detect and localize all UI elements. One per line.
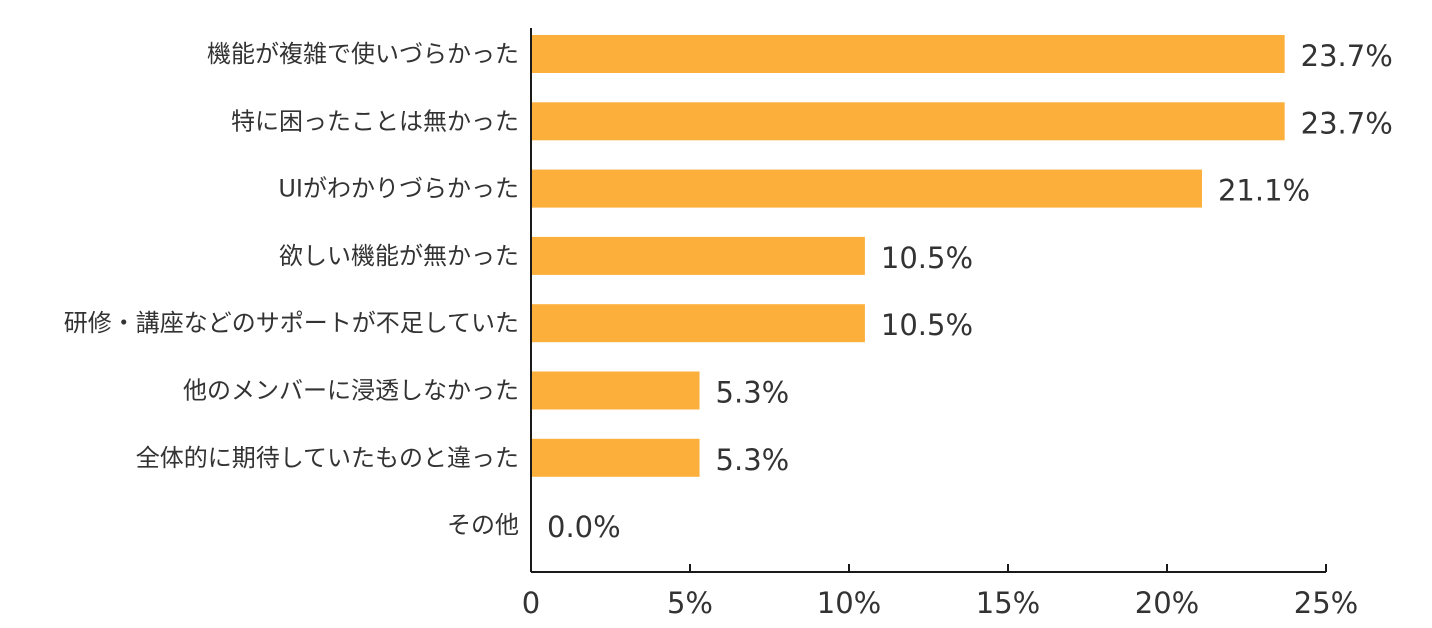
x-tick-label: 5% xyxy=(667,586,713,620)
bar xyxy=(531,102,1285,141)
category-label: UIがわかりづらかった xyxy=(278,175,519,203)
value-label: 5.3% xyxy=(716,443,790,477)
value-label: 10.5% xyxy=(881,308,973,342)
axes-group xyxy=(530,28,1326,573)
category-label: 欲しい機能が無かった xyxy=(279,242,519,270)
x-tick-label: 10% xyxy=(817,586,881,620)
value-labels-group: 23.7% 23.7% 21.1% 10.5% 10.5% 5.3% 5.3% 0.0% xyxy=(547,39,1393,544)
bar xyxy=(531,371,700,410)
x-tick-label: 25% xyxy=(1294,586,1358,620)
value-label: 23.7% xyxy=(1301,39,1393,73)
bar xyxy=(531,304,865,343)
category-label: 特に困ったことは無かった xyxy=(231,107,519,135)
x-tick-label: 20% xyxy=(1135,586,1199,620)
category-label: 研修・講座などのサポートが不足していた xyxy=(64,309,519,337)
bar xyxy=(531,236,865,275)
bar xyxy=(531,438,700,477)
value-label: 23.7% xyxy=(1301,106,1393,140)
x-tick-labels-group: 0 5% 10% 15% 20% 25% xyxy=(522,586,1358,620)
x-tick-label: 0 xyxy=(522,586,540,620)
bar xyxy=(531,169,1202,208)
bar xyxy=(531,35,1285,73)
value-label: 21.1% xyxy=(1218,174,1310,208)
value-label: 10.5% xyxy=(881,241,973,275)
x-ticks-group xyxy=(530,564,1327,572)
category-label: 全体的に期待していたものと違った xyxy=(136,444,519,472)
value-label: 5.3% xyxy=(716,376,790,410)
bars-group xyxy=(531,35,1285,477)
category-label: 他のメンバーに浸透しなかった xyxy=(183,377,519,405)
value-label: 0.0% xyxy=(547,510,621,544)
category-label: その他 xyxy=(447,511,519,539)
category-label: 機能が複雑で使いづらかった xyxy=(207,40,519,68)
x-tick-label: 15% xyxy=(976,586,1040,620)
